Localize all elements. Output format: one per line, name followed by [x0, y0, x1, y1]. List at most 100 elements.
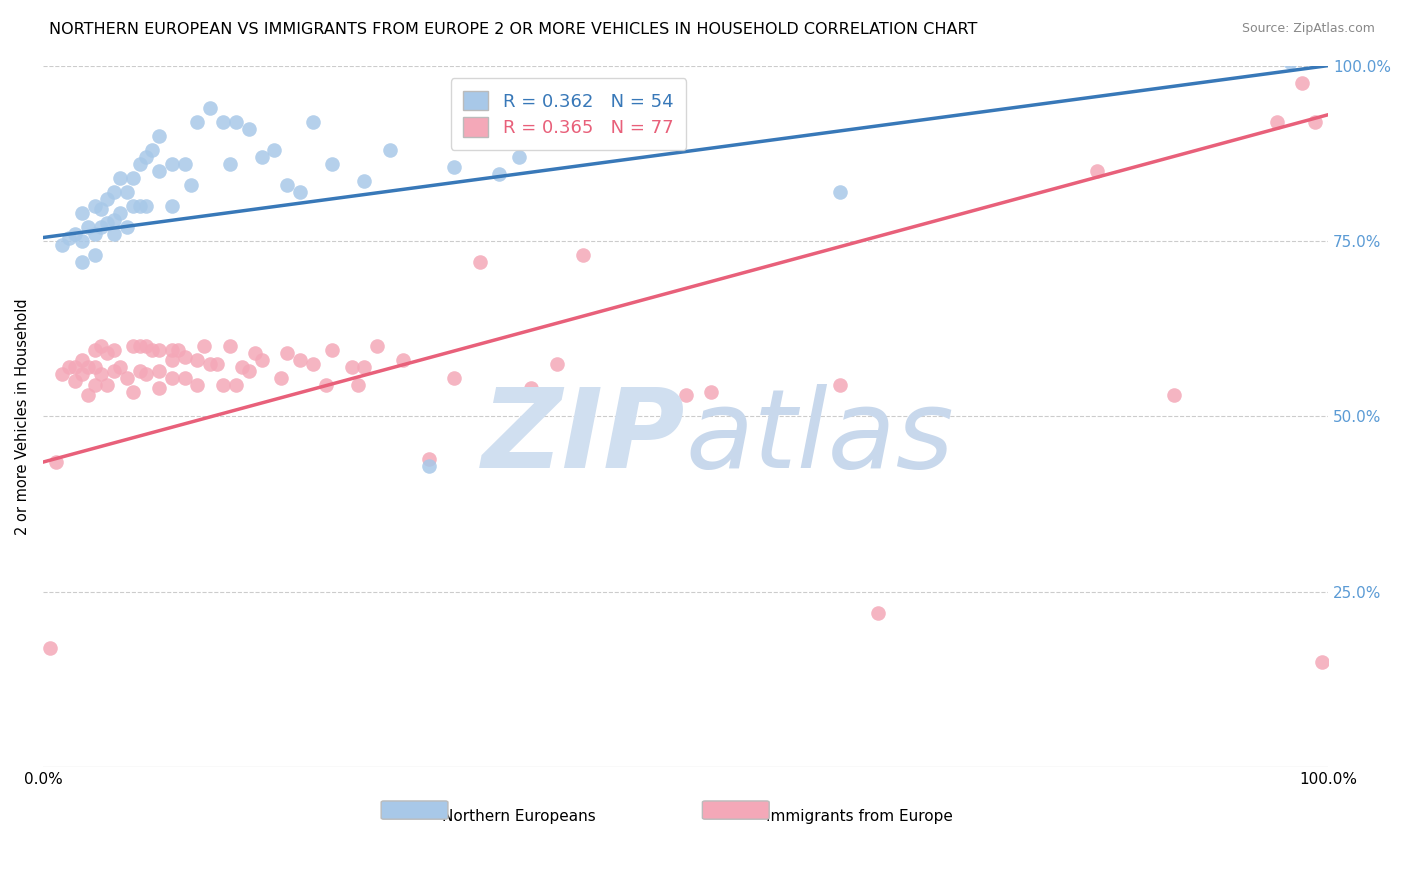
Point: [103, 185, 125, 199]
Point: [418, 451, 440, 466]
Point: [675, 388, 697, 402]
Point: [135, 368, 157, 382]
Point: [200, 357, 222, 371]
Point: [508, 150, 530, 164]
Point: [122, 384, 145, 399]
Point: [90, 368, 112, 382]
Point: [83, 360, 105, 375]
Text: NORTHERN EUROPEAN VS IMMIGRANTS FROM EUROPE 2 OR MORE VEHICLES IN HOUSEHOLD CORR: NORTHERN EUROPEAN VS IMMIGRANTS FROM EUR…: [49, 22, 977, 37]
Point: [238, 121, 260, 136]
Point: [572, 248, 595, 262]
Point: [392, 353, 415, 368]
Point: [90, 219, 112, 234]
Point: [141, 343, 163, 357]
Point: [245, 346, 267, 360]
Point: [103, 343, 125, 357]
Point: [96, 192, 118, 206]
Point: [115, 219, 138, 234]
Point: [218, 339, 240, 353]
Point: [468, 255, 491, 269]
Point: [51, 237, 73, 252]
Point: [186, 353, 208, 368]
Point: [122, 199, 145, 213]
Point: [546, 357, 568, 371]
Point: [96, 217, 118, 231]
Point: [83, 248, 105, 262]
Point: [58, 230, 80, 244]
Point: [186, 114, 208, 128]
Text: Immigrants from Europe: Immigrants from Europe: [766, 809, 953, 824]
Point: [276, 346, 298, 360]
Point: [128, 339, 150, 353]
Point: [418, 458, 440, 473]
Point: [270, 371, 292, 385]
Point: [186, 377, 208, 392]
Point: [160, 157, 183, 171]
Point: [353, 174, 375, 188]
Point: [148, 164, 170, 178]
Point: [302, 114, 325, 128]
Point: [160, 343, 183, 357]
Point: [45, 455, 67, 469]
Text: ZIP: ZIP: [482, 384, 686, 491]
Point: [212, 377, 235, 392]
Point: [443, 161, 465, 175]
Point: [70, 353, 93, 368]
Point: [366, 339, 388, 353]
Point: [250, 150, 273, 164]
Point: [828, 377, 851, 392]
FancyBboxPatch shape: [381, 801, 449, 819]
Point: [90, 339, 112, 353]
Point: [1265, 114, 1288, 128]
Point: [1303, 114, 1326, 128]
Point: [212, 114, 235, 128]
Point: [180, 178, 202, 192]
Point: [58, 360, 80, 375]
Point: [135, 199, 157, 213]
Point: [128, 364, 150, 378]
Point: [263, 143, 285, 157]
Point: [70, 206, 93, 220]
Point: [378, 143, 401, 157]
Text: Northern Europeans: Northern Europeans: [441, 809, 596, 824]
Point: [200, 101, 222, 115]
Point: [65, 375, 87, 389]
Point: [115, 185, 138, 199]
Point: [83, 227, 105, 241]
Point: [83, 377, 105, 392]
Point: [205, 357, 228, 371]
Point: [173, 157, 195, 171]
Point: [38, 640, 60, 655]
Point: [70, 234, 93, 248]
Point: [122, 339, 145, 353]
Point: [148, 128, 170, 143]
Point: [1278, 55, 1301, 70]
Point: [315, 377, 337, 392]
Point: [173, 350, 195, 364]
Point: [340, 360, 363, 375]
Point: [1163, 388, 1185, 402]
Point: [141, 143, 163, 157]
Point: [231, 360, 253, 375]
Point: [1291, 76, 1313, 90]
Point: [135, 150, 157, 164]
Point: [290, 353, 312, 368]
Point: [83, 343, 105, 357]
Point: [65, 227, 87, 241]
Point: [290, 185, 312, 199]
Point: [347, 377, 370, 392]
Point: [321, 343, 343, 357]
Point: [225, 114, 247, 128]
Point: [238, 364, 260, 378]
Point: [160, 353, 183, 368]
Point: [103, 227, 125, 241]
Point: [96, 346, 118, 360]
Point: [128, 199, 150, 213]
Point: [353, 360, 375, 375]
Point: [868, 606, 890, 620]
Point: [103, 213, 125, 227]
Point: [160, 199, 183, 213]
Point: [122, 170, 145, 185]
Point: [193, 339, 215, 353]
Text: atlas: atlas: [686, 384, 955, 491]
